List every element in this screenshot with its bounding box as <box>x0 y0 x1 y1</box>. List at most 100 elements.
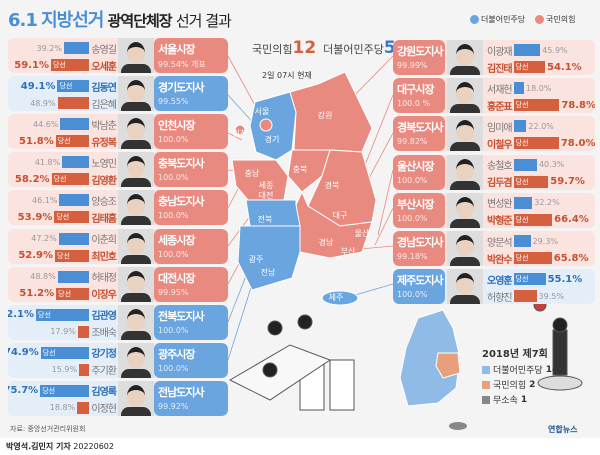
result-card: 대전시장 99.95% 허태정 48.8% 이장우 당선 51.2% <box>8 266 228 302</box>
photo-body <box>121 216 151 226</box>
vote-bar: 당선 <box>513 273 546 286</box>
count-rate: 99.99% <box>397 61 428 70</box>
candidate-row: 김두겸 당선 59.7% <box>487 175 585 189</box>
candidate-row: 조배숙 17.9% <box>50 325 117 340</box>
legend-label: 더불어민주당 <box>481 15 526 24</box>
map-label: 강원 <box>318 110 333 120</box>
photo-body <box>450 180 480 190</box>
vote-percent: 39.2% <box>36 43 62 53</box>
photo-head <box>456 235 474 257</box>
winner-badge: 당선 <box>59 82 73 91</box>
winner-badge: 당선 <box>57 137 71 146</box>
map-2018-gyeongbuk <box>435 352 461 379</box>
photo-head <box>127 194 145 217</box>
prev-count: 2 <box>529 379 536 390</box>
candidate-name: 박남춘 <box>91 120 117 132</box>
legend-dpk: 더불어민주당 <box>470 14 525 25</box>
count-rate: 100.0% <box>158 363 189 373</box>
candidate-row: 이광재 45.9% <box>487 43 568 58</box>
result-card: 대구시장 100.0 % 서재헌 18.0% 홍준표 당선 78.8% <box>393 78 595 114</box>
candidate-photo <box>447 154 483 190</box>
winner-badge: 당선 <box>42 386 56 395</box>
map-2018 <box>399 309 461 407</box>
legend-swatch <box>482 395 490 404</box>
candidate-row: 박남춘 44.6% <box>33 117 117 132</box>
seat-score: 국민의힘12 더불어민주당5 <box>252 38 396 58</box>
candidate-photo <box>447 116 483 152</box>
winner-head <box>552 317 568 333</box>
map-label: 인천 <box>233 128 248 138</box>
region-label: 경기도지사 99.55% <box>154 76 228 112</box>
result-card: 강원도지사 99.99% 이광재 45.9% 김진태 당선 54.1% <box>393 40 595 75</box>
candidate-name: 김은혜 <box>91 99 117 111</box>
vote-bar: 당선 <box>513 213 553 226</box>
candidate-name: 최민호 <box>91 252 117 263</box>
region-name: 대전시장 <box>158 271 195 285</box>
leader-line <box>377 169 394 236</box>
candidate-row: 박형준 당선 66.4% <box>487 213 589 227</box>
photo-head <box>127 42 145 64</box>
vote-bar <box>513 196 533 209</box>
prev-count: 1 <box>520 394 528 405</box>
leader-line <box>374 207 394 246</box>
map-2018-jeju <box>449 422 467 430</box>
vote-bar: 당선 <box>513 137 559 150</box>
photo-body <box>121 64 151 73</box>
photo-head <box>456 44 474 66</box>
count-rate: 99.18% <box>397 252 428 261</box>
candidate-name: 허향진 <box>487 292 513 304</box>
region-name: 서울시장 <box>158 43 195 56</box>
legend-ppp: 국민의힘 <box>535 14 575 25</box>
vote-bar <box>59 194 90 207</box>
leader-line <box>227 274 256 361</box>
candidate-name: 김관영 <box>91 311 117 323</box>
vote-bar <box>513 82 525 95</box>
candidate-row: 변성완 32.2% <box>487 196 560 210</box>
candidate-row: 주기환 15.9% <box>52 363 117 378</box>
dpk-count: 5 <box>383 38 396 58</box>
title-main: 지방선거 <box>41 10 104 31</box>
region-label: 서울시장 99.54% 개표 <box>154 38 228 73</box>
candidate-photo <box>118 228 154 264</box>
candidate-name: 양문석 <box>487 237 513 249</box>
map-jeonbuk <box>245 199 301 227</box>
candidate-row: 이장우 당선 51.2% <box>19 287 117 301</box>
vote-bar: 당선 <box>513 99 560 112</box>
candidate-name: 오세훈 <box>91 61 117 73</box>
ballot-box <box>329 359 355 411</box>
candidate-name: 임미애 <box>487 122 513 134</box>
vote-percent: 18.0% <box>526 83 552 93</box>
vote-bar: 당선 <box>513 61 545 73</box>
candidate-photo <box>118 38 154 73</box>
ppp-count: 12 <box>292 38 317 58</box>
vote-percent: 51.2% <box>19 288 55 300</box>
prev-party: 더불어민주당 <box>493 366 543 376</box>
map-label: 세종 <box>259 181 274 190</box>
vote-bar <box>513 120 527 133</box>
photo-body <box>450 295 480 305</box>
vote-percent: 74.9% <box>8 347 39 359</box>
region-name: 부산시장 <box>397 197 434 211</box>
candidate-name: 서재헌 <box>487 84 513 96</box>
candidate-name: 조배숙 <box>91 328 117 340</box>
candidate-photo <box>447 192 483 228</box>
candidate-name: 주기환 <box>91 366 117 378</box>
region-label: 전남도지사 99.92% <box>154 380 228 416</box>
map-label: 광주 <box>249 254 264 264</box>
photo-body <box>121 178 151 188</box>
legend-dot <box>535 15 544 24</box>
prev-title: 2018년 제7회 <box>482 349 548 360</box>
region-name: 울산시장 <box>397 159 434 173</box>
credit: 박영석.김민지 기자 <box>6 442 71 451</box>
vote-bar <box>77 401 90 414</box>
winner-badge: 당선 <box>515 215 529 224</box>
vote-bar <box>79 363 90 376</box>
region-name: 충남도지사 <box>158 195 205 209</box>
region-name: 인천시장 <box>158 119 195 133</box>
legend-dot <box>470 15 479 24</box>
vote-percent: 41.8% <box>34 157 61 167</box>
winner-badge: 당선 <box>515 139 529 148</box>
photo-head <box>127 308 145 331</box>
candidate-row: 송철호 40.3% <box>487 158 564 172</box>
photo-head <box>127 270 145 293</box>
